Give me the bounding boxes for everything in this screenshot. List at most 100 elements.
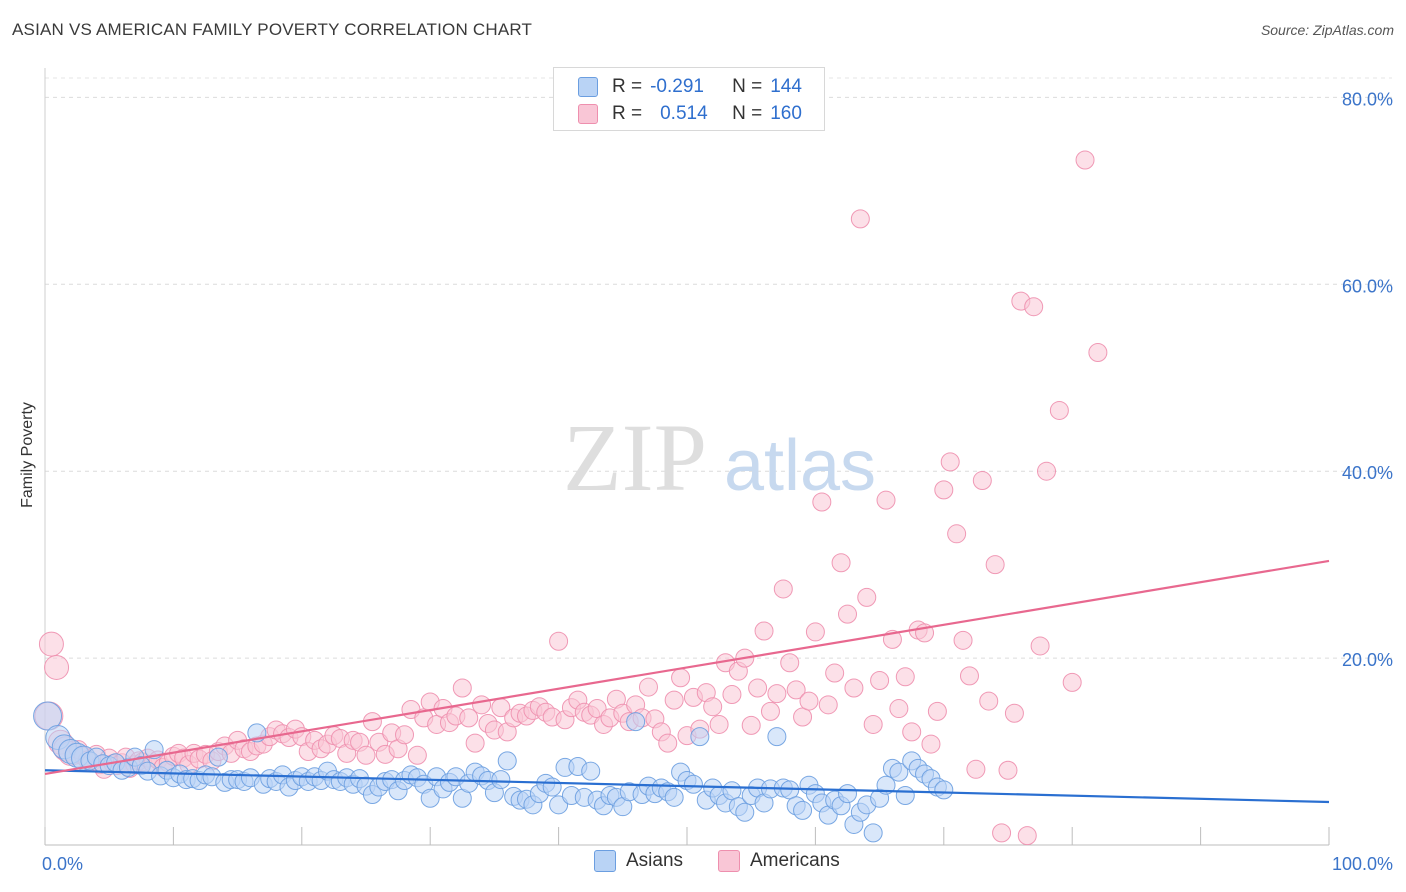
- data-point: [780, 653, 800, 673]
- data-point: [998, 760, 1018, 780]
- data-point: [356, 745, 376, 765]
- stats-legend: R = -0.291 N = 144 R = 0.514 N = 160: [553, 67, 825, 131]
- data-point: [921, 734, 941, 754]
- legend-r-value: 0.514: [660, 103, 708, 124]
- data-point: [767, 727, 787, 747]
- y-axis-label: Family Poverty: [19, 402, 36, 508]
- legend-swatch-asians: [578, 77, 598, 97]
- y-tick-label: 20.0%: [1342, 650, 1393, 670]
- data-point: [658, 733, 678, 753]
- data-point: [459, 708, 479, 728]
- data-point: [671, 668, 691, 688]
- data-point: [1062, 672, 1082, 692]
- data-point: [786, 680, 806, 700]
- data-point: [773, 579, 793, 599]
- x-tick-label: 100.0%: [1332, 854, 1393, 874]
- data-point: [748, 678, 768, 698]
- data-point: [542, 777, 562, 797]
- data-point: [895, 667, 915, 687]
- trend-line-asians: [44, 769, 1330, 804]
- legend-row-americans: R = 0.514 N = 160: [578, 101, 802, 127]
- trend-lines: [44, 559, 1330, 804]
- data-point: [870, 671, 890, 691]
- y-tick-label: 60.0%: [1342, 276, 1393, 296]
- bottom-legend-swatch-americans: [718, 850, 740, 872]
- legend-r-value: -0.291: [650, 76, 704, 97]
- legend-row-asians: R = -0.291 N = 144: [578, 74, 802, 100]
- data-point: [33, 701, 63, 731]
- data-point: [208, 747, 228, 767]
- data-point: [972, 471, 992, 491]
- y-tick-label: 40.0%: [1342, 463, 1393, 483]
- data-point: [735, 802, 755, 822]
- source-label: Source: ZipAtlas.com: [1260, 22, 1394, 38]
- data-point: [1017, 826, 1037, 846]
- data-point: [1030, 636, 1050, 656]
- data-point: [395, 725, 415, 745]
- data-point: [992, 823, 1012, 843]
- data-point: [754, 621, 774, 641]
- watermark-atlas: atlas: [724, 426, 876, 506]
- bottom-legend-americans: Americans: [718, 850, 840, 872]
- data-point: [934, 780, 954, 800]
- watermark-zip: ZIP: [563, 404, 707, 511]
- data-point: [472, 695, 492, 715]
- legend-r-label: R =: [612, 76, 643, 97]
- data-point: [927, 701, 947, 721]
- data-point: [1037, 461, 1057, 481]
- data-point: [722, 685, 742, 705]
- data-point: [895, 785, 915, 805]
- data-point: [902, 722, 922, 742]
- data-point: [805, 622, 825, 642]
- data-point: [979, 691, 999, 711]
- data-point: [420, 788, 440, 808]
- data-point: [497, 751, 517, 771]
- data-point: [947, 524, 967, 544]
- data-point: [793, 800, 813, 820]
- chart-title: ASIAN VS AMERICAN FAMILY POVERTY CORRELA…: [12, 20, 533, 39]
- data-point: [465, 733, 485, 753]
- data-point: [831, 553, 851, 573]
- grid-lines: [45, 77, 1392, 659]
- data-point: [690, 727, 710, 747]
- data-point: [760, 701, 780, 721]
- data-point: [549, 795, 569, 815]
- data-point: [491, 770, 511, 790]
- data-point: [857, 587, 877, 607]
- data-point: [863, 714, 883, 734]
- legend-n-value: 144: [770, 76, 802, 97]
- data-point: [959, 666, 979, 686]
- data-point: [793, 707, 813, 727]
- y-tick-label: 80.0%: [1342, 89, 1393, 109]
- bottom-legend-asians: Asians: [594, 850, 683, 872]
- data-point: [683, 774, 703, 794]
- data-point: [1049, 400, 1069, 420]
- data-point: [934, 480, 954, 500]
- bottom-legend-label-americans: Americans: [750, 850, 840, 871]
- x-tick-label: 0.0%: [42, 854, 83, 874]
- data-point: [940, 452, 960, 472]
- data-point: [876, 490, 896, 510]
- legend-n-value: 160: [770, 103, 802, 124]
- data-point: [985, 555, 1005, 575]
- data-point: [1075, 150, 1095, 170]
- data-point: [664, 690, 684, 710]
- data-point: [741, 715, 761, 735]
- data-point: [638, 677, 658, 697]
- data-point: [1024, 297, 1044, 317]
- trend-line-americans: [44, 559, 1330, 776]
- bottom-legend-swatch-asians: [594, 850, 616, 872]
- data-point: [838, 784, 857, 804]
- watermark: ZIP atlas: [563, 404, 876, 511]
- data-point: [876, 775, 896, 795]
- data-point: [818, 695, 838, 715]
- data-point: [1088, 343, 1108, 363]
- data-point: [581, 761, 601, 781]
- data-point: [452, 678, 472, 698]
- legend-n-label: N =: [732, 76, 763, 97]
- data-point: [863, 823, 883, 843]
- bottom-legend-label-asians: Asians: [626, 850, 684, 871]
- data-point: [966, 759, 986, 779]
- data-point: [1004, 703, 1024, 723]
- data-point: [953, 630, 973, 650]
